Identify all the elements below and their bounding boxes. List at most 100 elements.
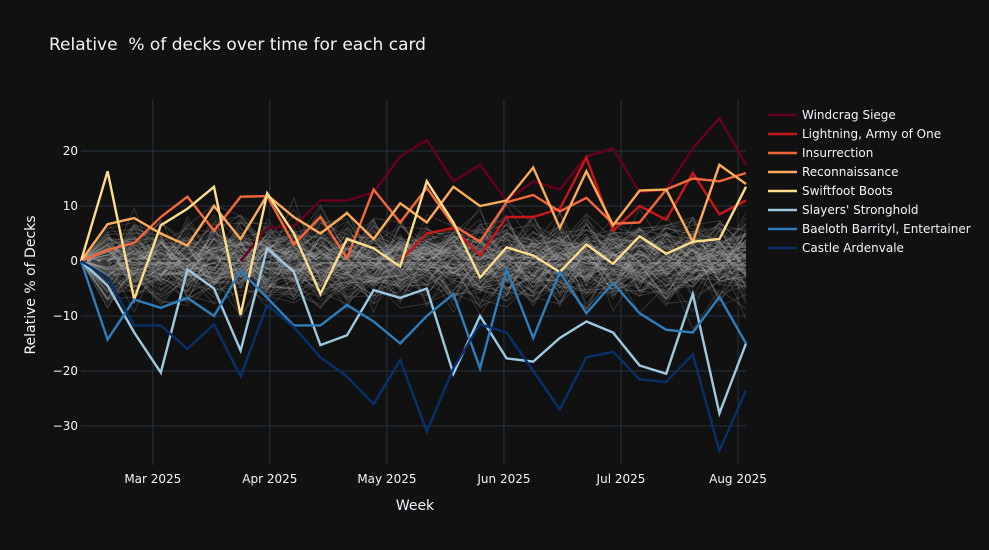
background-series-line	[80, 236, 747, 297]
background-series-line	[80, 225, 747, 278]
background-series-line	[80, 236, 747, 301]
x-axis-ticks: Mar 2025 Apr 2025 May 2025 Jun 2025 Jul 2025…	[124, 472, 767, 486]
x-tick-label: Jul 2025	[596, 472, 646, 486]
legend-label: Lightning, Army of One	[802, 127, 941, 141]
background-series-line	[80, 214, 747, 282]
background-series-line	[80, 250, 747, 309]
background-series-line	[80, 230, 747, 301]
background-series-line	[80, 221, 747, 297]
background-series-line	[80, 233, 747, 279]
background-series-line	[80, 216, 747, 299]
background-series-line	[80, 217, 747, 297]
legend-label: Reconnaissance	[802, 165, 898, 179]
legend-label: Insurrection	[802, 146, 873, 160]
background-series-line	[80, 227, 747, 298]
background-series-line	[80, 216, 747, 297]
background-series-line	[80, 227, 747, 307]
series-line-castle-ardenvale	[80, 259, 748, 455]
series-group	[79, 115, 748, 455]
background-series-line	[80, 206, 747, 293]
background-series-line	[80, 237, 747, 299]
legend-item[interactable]: Insurrection	[768, 146, 873, 160]
background-series-line	[80, 238, 747, 304]
y-tick-label: 0	[70, 254, 78, 268]
legend-item[interactable]: Baeloth Barrityl, Entertainer	[768, 222, 971, 236]
background-series-line	[80, 213, 747, 286]
series-line-swiftfoot-boots	[79, 170, 748, 316]
background-series-line	[80, 233, 747, 287]
background-series-line	[80, 240, 747, 304]
x-axis-title: Week	[396, 498, 435, 514]
background-series-line	[80, 225, 747, 287]
background-series-line	[80, 204, 747, 282]
legend-label: Castle Ardenvale	[802, 241, 904, 255]
background-series-line	[80, 236, 747, 311]
background-series-line	[80, 239, 747, 306]
background-series-line	[80, 231, 747, 305]
background-series-line	[80, 246, 747, 307]
legend-item[interactable]: Reconnaissance	[768, 165, 898, 179]
background-series-line	[80, 238, 747, 314]
background-series-line	[80, 247, 747, 306]
background-series-line	[80, 225, 747, 299]
background-series-line	[80, 227, 747, 308]
y-tick-label: 20	[63, 144, 78, 158]
background-series-line	[80, 228, 747, 288]
background-series-line	[80, 255, 747, 331]
background-series-line	[80, 242, 747, 308]
background-series-line	[80, 225, 747, 287]
background-series-line	[80, 230, 747, 319]
background-series-line	[80, 243, 747, 292]
background-series-line	[80, 229, 747, 303]
background-series-line	[80, 229, 747, 303]
y-tick-label: −30	[53, 419, 78, 433]
background-series-line	[80, 233, 747, 305]
legend-item[interactable]: Lightning, Army of One	[768, 127, 941, 141]
legend-item[interactable]: Swiftfoot Boots	[768, 184, 893, 198]
background-series-line	[80, 220, 747, 299]
background-series-line	[80, 242, 747, 296]
background-series-line	[80, 222, 747, 289]
background-series-line	[80, 228, 747, 291]
background-series-line	[80, 225, 747, 277]
background-series-line	[80, 225, 747, 311]
legend-item[interactable]: Slayers' Stronghold	[768, 203, 919, 217]
background-series-line	[80, 245, 747, 300]
background-series-line	[80, 235, 747, 310]
background-series-line	[80, 243, 747, 305]
y-axis-title: Relative % of Decks	[23, 215, 39, 354]
background-series-line	[80, 232, 747, 290]
legend[interactable]: Windcrag Siege Lightning, Army of One Insu…	[768, 108, 971, 255]
background-series-line	[80, 213, 747, 294]
background-series-line	[80, 233, 747, 299]
background-series-line	[80, 242, 747, 319]
background-series-line	[80, 204, 747, 284]
background-series-line	[80, 223, 747, 277]
background-series-line	[80, 237, 747, 302]
series-line-insurrection	[80, 171, 747, 263]
x-tick-label: Apr 2025	[242, 472, 297, 486]
y-tick-label: −10	[53, 309, 78, 323]
background-series-line	[80, 224, 747, 281]
background-series-line	[80, 226, 747, 309]
background-series-line	[80, 231, 747, 293]
background-series-line	[80, 242, 747, 294]
legend-label: Slayers' Stronghold	[802, 203, 919, 217]
legend-item[interactable]: Windcrag Siege	[768, 108, 896, 122]
background-series-line	[80, 224, 747, 275]
series-line-baeloth-barrityl-entertainer	[79, 260, 748, 373]
background-series-line	[80, 240, 747, 309]
x-tick-label: Jun 2025	[476, 472, 530, 486]
background-series-line	[80, 237, 747, 313]
background-series-line	[80, 250, 747, 306]
legend-item[interactable]: Castle Ardenvale	[768, 241, 904, 255]
chart-title: Relative % of decks over time for each c…	[49, 35, 426, 55]
background-series-line	[80, 243, 747, 313]
background-series-line	[80, 210, 747, 274]
legend-label: Windcrag Siege	[802, 108, 896, 122]
background-series	[80, 196, 747, 331]
background-series-line	[80, 225, 747, 283]
background-series-line	[80, 243, 747, 315]
background-series-line	[80, 234, 747, 305]
y-tick-label: −20	[53, 364, 78, 378]
